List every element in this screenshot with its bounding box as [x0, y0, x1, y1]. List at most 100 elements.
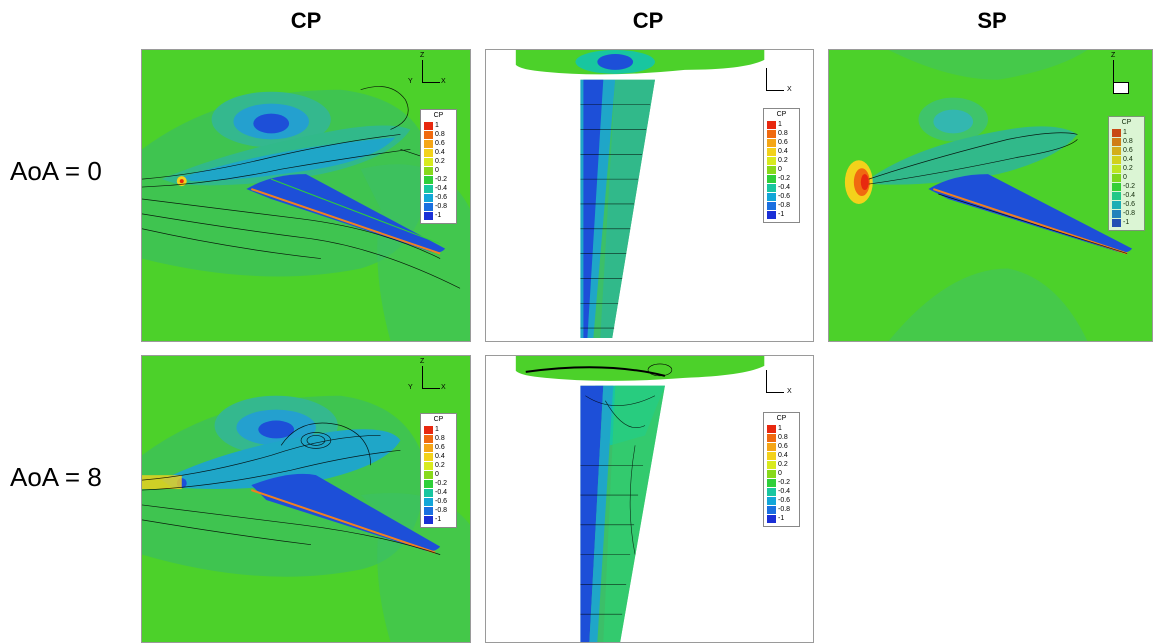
legend-swatch	[767, 479, 776, 487]
legend-level-label: -0.6	[1123, 201, 1136, 208]
contour-plot	[829, 50, 1152, 341]
legend-title: CP	[776, 111, 787, 118]
legend-level-label: 1	[1123, 129, 1127, 136]
legend-level-label: 0	[1123, 174, 1127, 181]
legend-swatch	[1112, 165, 1121, 173]
legend-swatch	[1112, 201, 1121, 209]
legend-swatch	[767, 506, 776, 514]
axis-label-y: Y	[408, 78, 413, 85]
axis-triad: X	[756, 62, 796, 102]
legend-level-label: -1	[1123, 219, 1130, 226]
legend-level-label: -1	[778, 211, 785, 218]
legend-swatch	[1112, 156, 1121, 164]
legend-swatch	[1112, 174, 1121, 182]
colorbar-legend: CP 1 0.8 0.6 0.4 0.2 0 -0.2 -0.4 -0.6 -0.8 -1	[420, 413, 457, 528]
legend-level-label: 0.8	[435, 435, 445, 442]
legend-level-label: -0.6	[778, 193, 791, 200]
legend-level-label: -0.8	[778, 202, 791, 209]
legend-level-label: 0.2	[1123, 165, 1133, 172]
panel-aoa0-sp-side: Z CP 1 0.8 0.6 0.4 0.2 0 -0.2 -0.4 -0.6 -0.8 -1	[828, 49, 1153, 342]
legend-swatch	[424, 435, 433, 443]
legend-level-label: 0.8	[778, 130, 788, 137]
legend-level-label: 0	[435, 167, 439, 174]
legend-level-label: -0.8	[778, 506, 791, 513]
legend-level-label: 0.2	[435, 158, 445, 165]
legend-level-label: 0.2	[778, 157, 788, 164]
legend-level-label: -0.2	[778, 479, 791, 486]
axis-label-x: X	[441, 384, 446, 391]
legend-level-label: -0.4	[435, 185, 448, 192]
legend-level-label: -1	[778, 515, 785, 522]
legend-swatch	[767, 488, 776, 496]
legend-level-label: 0.4	[778, 452, 788, 459]
column-title-2: CP	[632, 8, 664, 33]
legend-level-label: -0.4	[778, 488, 791, 495]
legend-level-label: -0.2	[1123, 183, 1136, 190]
legend-level-label: 0.6	[435, 140, 445, 147]
legend-level-label: -0.8	[1123, 210, 1136, 217]
legend-level-label: -0.2	[778, 175, 791, 182]
legend-swatch	[767, 443, 776, 451]
legend-level-label: 0.6	[778, 443, 788, 450]
legend-swatch	[767, 497, 776, 505]
contour-plot	[486, 356, 813, 642]
legend-swatch	[424, 212, 433, 220]
legend-level-label: 0.6	[1123, 147, 1133, 154]
legend-level-label: 0.4	[1123, 156, 1133, 163]
legend-level-label: -0.4	[1123, 192, 1136, 199]
axis-label-z: Z	[1111, 52, 1116, 59]
legend-swatch	[424, 489, 433, 497]
axis-label-x: X	[441, 78, 446, 85]
panel-aoa0-cp-side: Z X Y CP 1 0.8 0.6 0.4 0.2 0 -0.2 -0.4 -0.6 -0.8 -…	[141, 49, 471, 342]
legend-level-label: 0.4	[778, 148, 788, 155]
legend-swatch	[767, 211, 776, 219]
legend-swatch	[424, 516, 433, 524]
panel-aoa0-cp-wing: X CP 1 0.8 0.6 0.4 0.2 0 -0.2 -0.4 -0.6 -0.8 -1	[485, 49, 814, 342]
legend-title: CP	[433, 112, 444, 119]
contour-plot	[142, 356, 470, 642]
legend-level-label: -0.6	[435, 498, 448, 505]
legend-swatch	[1112, 147, 1121, 155]
legend-level-label: 1	[435, 426, 439, 433]
legend-level-label: -0.6	[778, 497, 791, 504]
legend-level-label: 1	[778, 121, 782, 128]
legend-swatch	[1112, 192, 1121, 200]
legend-swatch	[424, 185, 433, 193]
legend-level-label: 0.6	[778, 139, 788, 146]
legend-level-label: 0.8	[1123, 138, 1133, 145]
colorbar-legend: CP 1 0.8 0.6 0.4 0.2 0 -0.2 -0.4 -0.6 -0.8 -1	[763, 108, 800, 223]
legend-swatch	[767, 157, 776, 165]
legend-swatch	[424, 203, 433, 211]
legend-level-label: 1	[435, 122, 439, 129]
legend-swatch	[767, 193, 776, 201]
legend-title: CP	[1121, 119, 1132, 126]
colorbar-legend: CP 1 0.8 0.6 0.4 0.2 0 -0.2 -0.4 -0.6 -0.8 -1	[420, 109, 457, 224]
legend-swatch	[424, 444, 433, 452]
axis-label-z: Z	[420, 52, 425, 59]
legend-swatch	[767, 130, 776, 138]
legend-swatch	[767, 148, 776, 156]
legend-swatch	[767, 166, 776, 174]
legend-swatch	[424, 480, 433, 488]
legend-level-label: 0	[778, 166, 782, 173]
legend-swatch	[1112, 183, 1121, 191]
axis-label-z: Z	[420, 358, 425, 365]
colorbar-legend: CP 1 0.8 0.6 0.4 0.2 0 -0.2 -0.4 -0.6 -0.8 -1	[1108, 116, 1145, 231]
legend-level-label: 0.8	[778, 434, 788, 441]
legend-swatch	[767, 175, 776, 183]
legend-level-label: -0.2	[435, 480, 448, 487]
legend-swatch	[424, 471, 433, 479]
legend-level-label: 1	[778, 425, 782, 432]
legend-swatch	[424, 167, 433, 175]
legend-swatch	[424, 507, 433, 515]
panel-aoa8-cp-side: Z X Y CP 1 0.8 0.6 0.4 0.2 0 -0.2 -0.4 -0.6 -0.8 -…	[141, 355, 471, 643]
legend-swatch	[1112, 129, 1121, 137]
axis-triad: Z X Y	[404, 52, 446, 94]
contour-plot	[486, 50, 813, 341]
legend-swatch	[424, 140, 433, 148]
legend-swatch	[424, 158, 433, 166]
axis-label-y: Y	[408, 384, 413, 391]
legend-swatch	[767, 202, 776, 210]
legend-level-label: -0.8	[435, 203, 448, 210]
legend-title: CP	[776, 415, 787, 422]
